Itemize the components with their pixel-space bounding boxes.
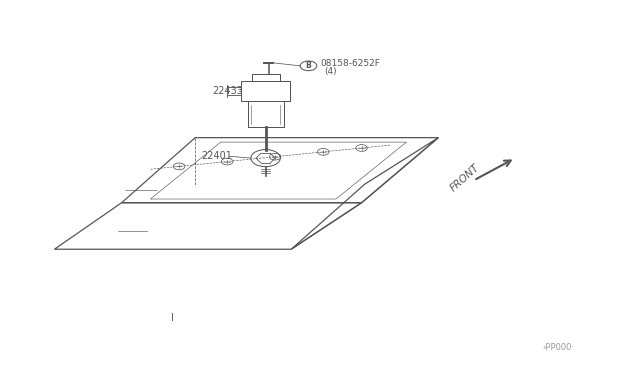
- Text: 22401: 22401: [202, 151, 232, 161]
- Text: I: I: [172, 313, 174, 323]
- Text: 22433: 22433: [212, 86, 243, 96]
- Text: FRONT: FRONT: [449, 162, 482, 193]
- Text: B: B: [306, 61, 311, 70]
- Text: ‹PP000·: ‹PP000·: [542, 343, 574, 352]
- Text: (4): (4): [324, 67, 337, 76]
- Text: 08158-6252F: 08158-6252F: [320, 60, 380, 68]
